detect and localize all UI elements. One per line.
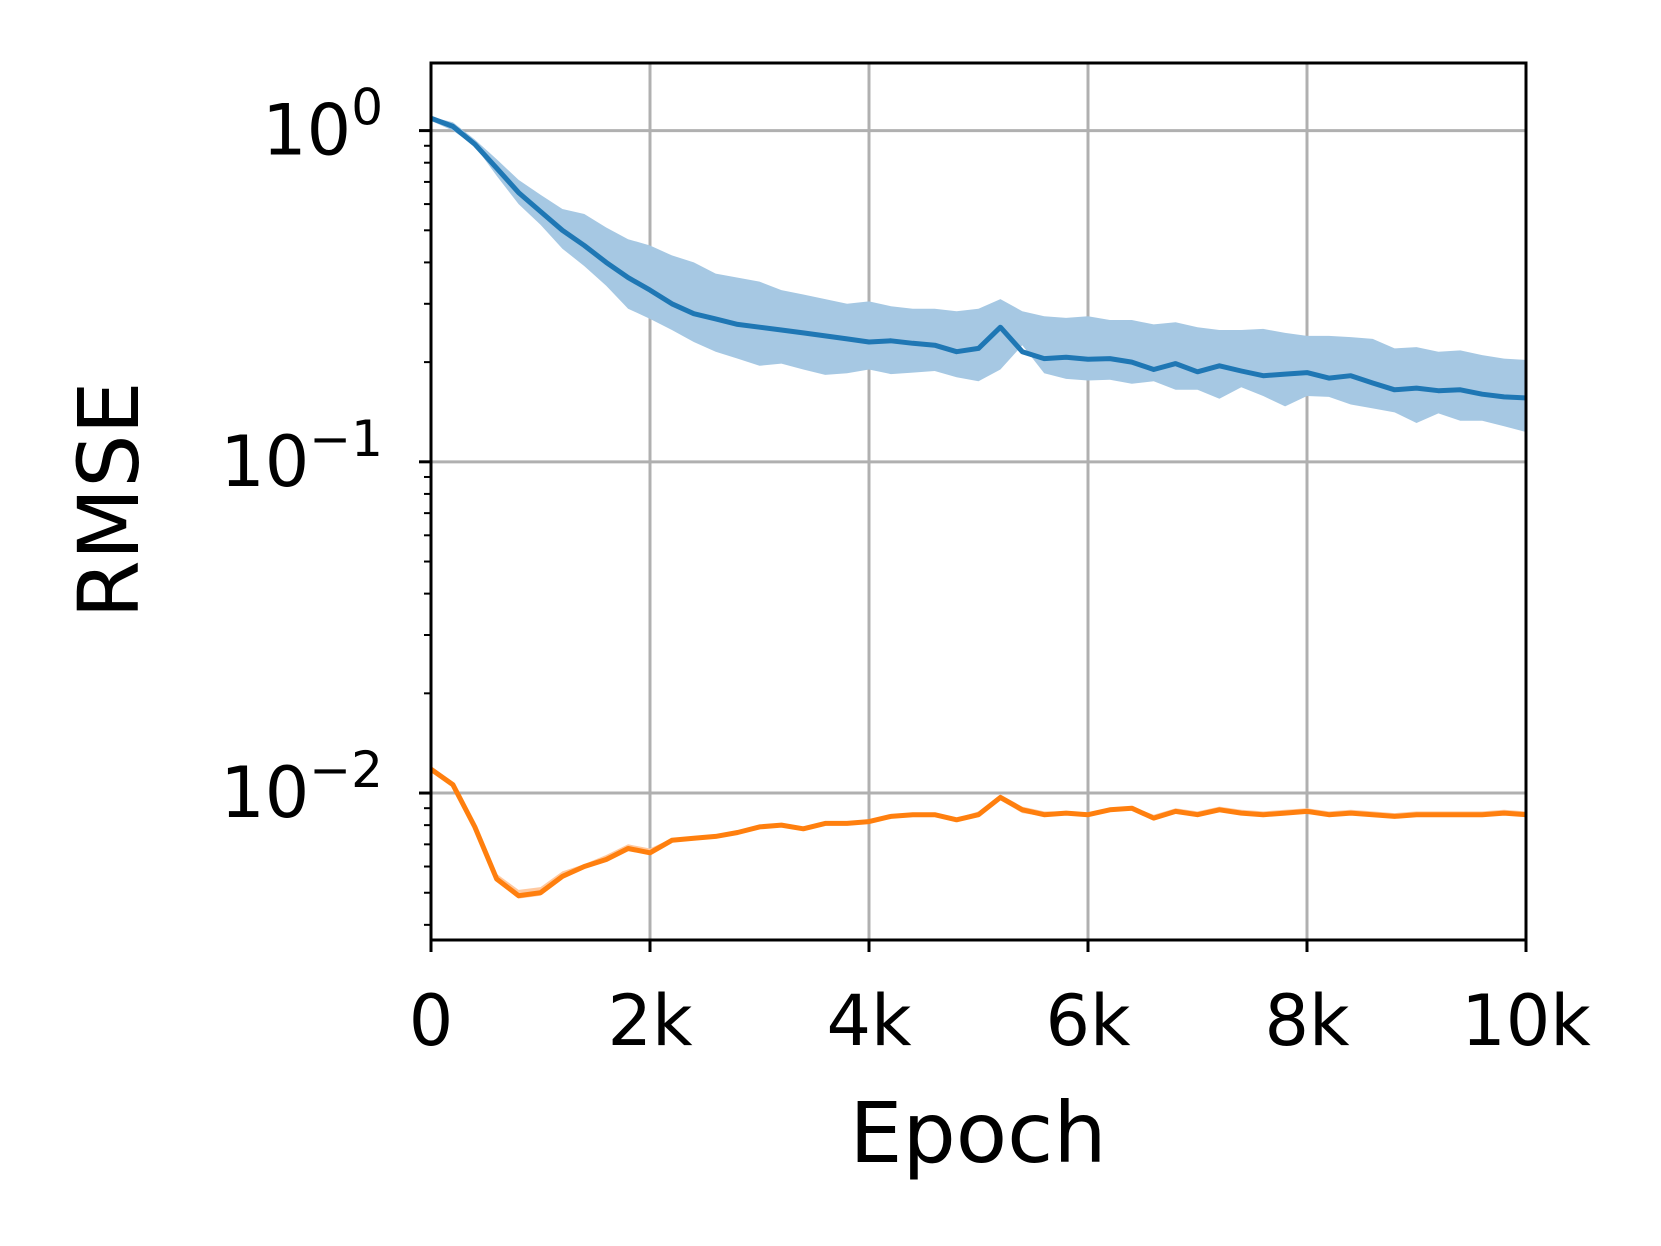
series-1-line — [430, 115, 1527, 401]
plot-frame — [429, 61, 1528, 942]
x-axis-title: Epoch — [849, 1084, 1106, 1182]
tick-layer — [419, 129, 1528, 952]
line-layer — [429, 115, 1527, 899]
y-tick-label: 10−2 — [220, 741, 383, 834]
x-tick-label: 6k — [1045, 980, 1131, 1062]
tick-label-layer: 0 2k 4k 6k 8k 10k 100 10−1 10−2 — [220, 79, 1591, 1062]
y-tick-label: 10−1 — [220, 410, 383, 503]
series-2-line — [429, 767, 1527, 899]
x-tick-label: 8k — [1264, 980, 1350, 1062]
y-axis-title: RMSE — [60, 381, 158, 618]
x-tick-label: 2k — [607, 980, 693, 1062]
y-tick-label: 100 — [262, 79, 383, 172]
grid-layer — [429, 63, 1528, 940]
x-tick-label: 0 — [409, 980, 454, 1062]
series-1-band — [431, 116, 1526, 433]
series-2-band — [431, 766, 1526, 899]
x-tick-label: 10k — [1461, 980, 1591, 1062]
band-layer — [431, 116, 1526, 899]
x-tick-label: 4k — [826, 980, 912, 1062]
